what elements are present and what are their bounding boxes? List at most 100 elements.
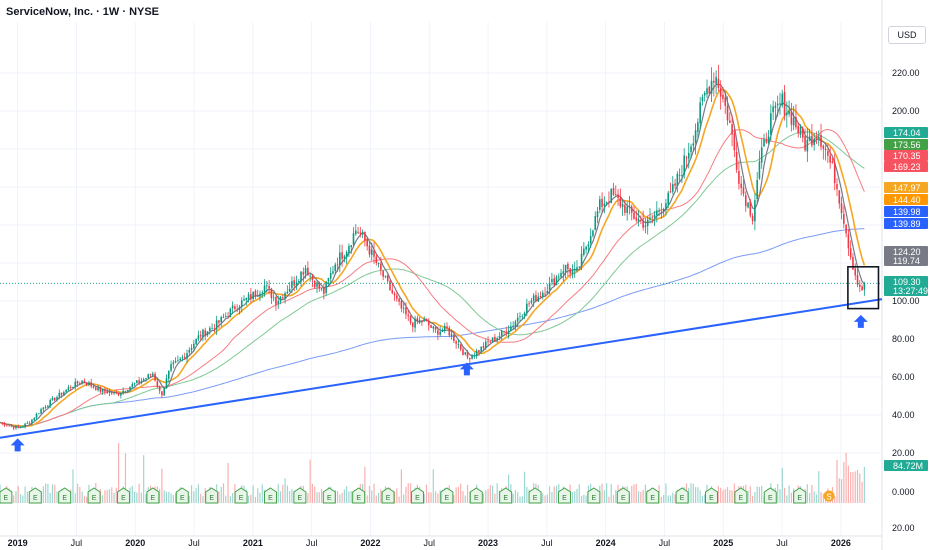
candle-body [587,244,590,247]
volume-bar [56,491,58,503]
earnings-label: E [239,495,244,502]
candle-body [129,386,131,390]
candle-body [678,174,681,176]
candle-body [776,103,779,106]
earnings-icon [234,487,248,504]
candle-body [457,344,460,345]
earnings-icon [58,487,72,504]
candle-body [822,145,825,149]
volume-bar [111,487,113,503]
candle-body [304,268,307,274]
volume-bar [435,491,437,503]
volume-bar [806,484,808,503]
candle-body [813,138,815,145]
volume-bar [551,492,553,503]
x-tick-label: 2022 [360,538,380,548]
candle-body [455,341,457,344]
price-label: 170.35 [893,151,921,161]
volume-bar [779,489,781,503]
volume-bar [54,484,56,503]
candle-body [74,381,77,388]
volume-bar [724,488,726,503]
candle-body [110,392,113,394]
candle-body [10,425,13,427]
candle-body [434,327,437,330]
candle-body [316,282,318,287]
volume-bar [341,492,343,503]
volume-bar [320,489,323,503]
volume-bar [346,486,348,503]
currency-button[interactable]: USD [888,26,926,44]
earnings-icon [205,487,219,504]
candle-body [469,357,471,360]
x-tick-label: Jul [659,538,671,548]
volume-bar [854,471,856,503]
candle-body [644,225,647,227]
candle-body [503,331,505,332]
y-tick-label: 200.00 [892,106,920,116]
volume-bar [373,483,375,503]
candle-body [676,173,679,187]
volume-bar [749,486,751,503]
candle-body [758,161,761,179]
volume-bar [343,489,345,503]
candle-body [671,184,674,192]
candle-body [124,391,127,392]
x-tick-label: 2023 [478,538,498,548]
volume-bar [701,495,704,503]
earnings-label: E [4,495,9,502]
volume-bar [460,483,462,503]
candle-body [510,326,512,332]
candle-body [411,322,414,327]
candle-body [562,271,565,274]
volume-bar [822,493,824,503]
candle-body [49,400,51,407]
candle-body [660,212,663,213]
candle-body [279,296,282,302]
candle-body [236,309,238,310]
candle-body [699,102,701,124]
volume-bar [726,487,729,503]
candle-body [256,295,259,297]
volume-bar [838,478,840,503]
volume-bar [815,494,818,503]
candle-body [92,386,95,388]
candle-body [339,252,341,266]
candle-body [76,381,79,384]
candle-body [521,316,524,317]
candle-body [414,318,416,328]
candle-body [756,179,758,200]
candle-body [186,353,188,359]
candle-body [694,130,697,143]
candle-body [35,413,38,419]
candle-body [564,264,567,273]
candle-body [845,224,847,234]
candle-body [142,379,145,382]
candle-body [726,105,729,121]
price-label-bg [884,276,928,296]
volume-bar [252,485,254,503]
candle-body [605,201,608,204]
candle-body [804,136,806,151]
candle-body [685,156,688,158]
volume-bar [81,491,83,503]
earnings-icon [793,487,807,504]
candle-body [849,248,852,258]
earnings-icon [175,487,189,504]
volume-bar [688,487,690,503]
volume-bar [672,492,674,503]
candle-body [69,387,72,389]
candle-body [489,341,492,343]
earnings-label: E [121,495,126,502]
volume-bar [115,487,117,503]
candle-body [126,389,129,392]
candle-body [583,248,585,255]
candle-body [471,355,473,359]
candle-body [505,331,508,334]
candle-body [788,110,790,115]
candle-body [370,249,373,255]
candle-body [861,286,863,291]
volume-bar [840,479,843,503]
candle-body [512,325,514,327]
